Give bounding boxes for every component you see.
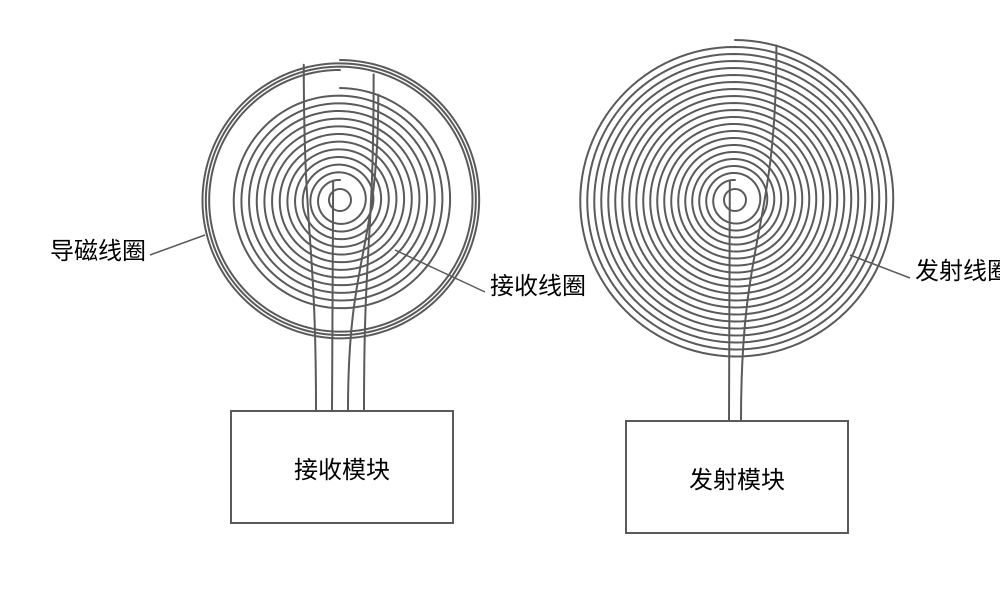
coil-lead bbox=[332, 181, 333, 410]
transmit-coil bbox=[580, 40, 893, 357]
transmit-coil-center bbox=[724, 189, 746, 211]
transmit-module-label: 发射模块 bbox=[689, 460, 785, 495]
diagram-canvas: 接收模块 发射模块 导磁线圈 接收线圈 发射线圈 bbox=[0, 0, 1000, 596]
receive-coil bbox=[234, 88, 450, 308]
transmit-module-box: 发射模块 bbox=[625, 420, 849, 534]
coil-lead bbox=[729, 181, 730, 420]
callout-line bbox=[850, 255, 910, 278]
callout-line bbox=[150, 235, 205, 255]
guide-coil bbox=[203, 60, 480, 338]
receive-module-box: 接收模块 bbox=[230, 410, 454, 524]
receive-module-label: 接收模块 bbox=[294, 450, 390, 485]
guide-coil-label: 导磁线圈 bbox=[50, 231, 146, 266]
coil-lead bbox=[741, 45, 776, 420]
receive-coil-label: 接收线圈 bbox=[490, 266, 586, 301]
transmit-coil-label: 发射线圈 bbox=[915, 251, 1000, 286]
